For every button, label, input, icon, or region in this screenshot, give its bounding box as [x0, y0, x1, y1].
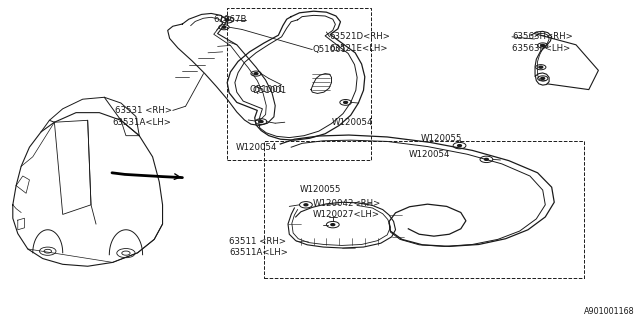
- Text: W120027<LH>: W120027<LH>: [312, 210, 380, 219]
- Circle shape: [541, 44, 545, 46]
- Text: W120042<RH>: W120042<RH>: [312, 199, 381, 208]
- Text: 63531 <RH>: 63531 <RH>: [115, 106, 172, 115]
- Text: 63521E<LH>: 63521E<LH>: [330, 44, 388, 53]
- Text: 63563H<RH>: 63563H<RH>: [512, 32, 573, 41]
- Text: Q51001: Q51001: [250, 85, 284, 94]
- Circle shape: [259, 121, 263, 123]
- Text: 63511 <RH>: 63511 <RH>: [229, 237, 286, 246]
- Text: W120055: W120055: [300, 185, 341, 194]
- Bar: [264, 141, 584, 278]
- Circle shape: [254, 73, 258, 75]
- Text: W120055: W120055: [421, 134, 463, 143]
- Text: 63511A<LH>: 63511A<LH>: [229, 248, 288, 257]
- Circle shape: [304, 204, 308, 206]
- Circle shape: [539, 66, 543, 68]
- Circle shape: [458, 145, 461, 147]
- Circle shape: [484, 158, 488, 160]
- Circle shape: [344, 101, 348, 103]
- Circle shape: [331, 224, 335, 226]
- Text: W120054: W120054: [408, 150, 450, 159]
- Text: A901001168: A901001168: [584, 308, 635, 316]
- Bar: [227, 8, 371, 160]
- Text: 61067B: 61067B: [213, 15, 246, 24]
- Text: 63563I <LH>: 63563I <LH>: [512, 44, 570, 53]
- Text: W120054: W120054: [332, 118, 373, 127]
- Circle shape: [225, 19, 229, 21]
- Text: W120054: W120054: [236, 143, 277, 152]
- Text: Q51001: Q51001: [253, 86, 287, 95]
- Text: 63521D<RH>: 63521D<RH>: [330, 32, 390, 41]
- Text: 63531A<LH>: 63531A<LH>: [113, 118, 172, 127]
- Text: Q51001: Q51001: [312, 45, 347, 54]
- Circle shape: [222, 26, 226, 28]
- Circle shape: [541, 77, 545, 79]
